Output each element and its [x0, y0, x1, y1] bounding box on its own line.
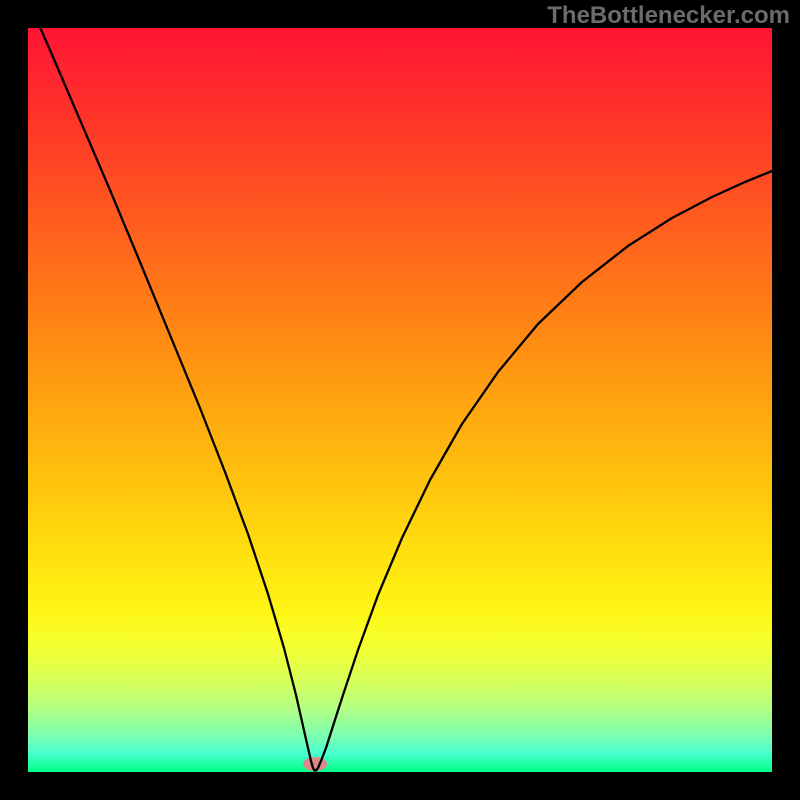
chart-svg [0, 0, 800, 800]
watermark-text: TheBottlenecker.com [547, 2, 790, 30]
plot-area [28, 28, 772, 772]
bottleneck-marker [303, 757, 327, 771]
